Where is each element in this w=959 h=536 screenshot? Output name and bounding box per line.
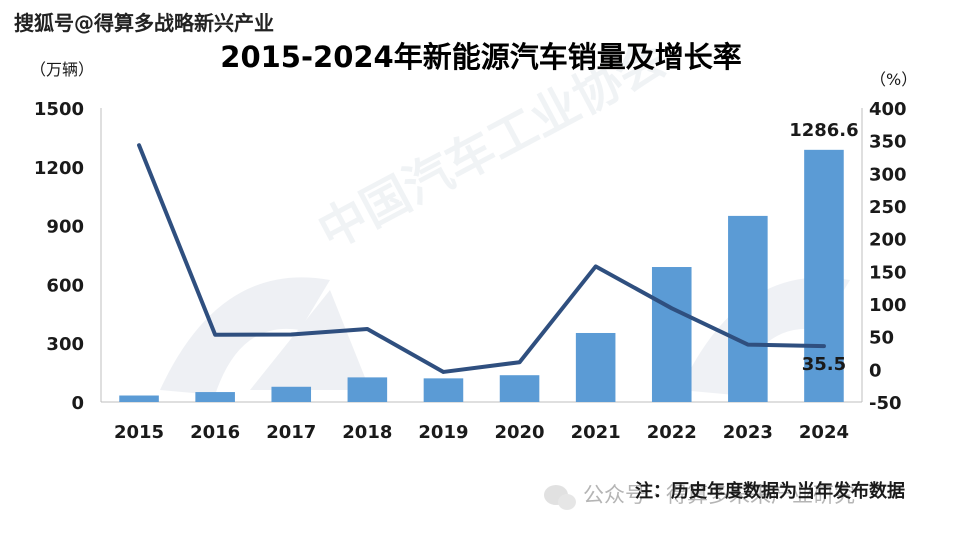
y-right-tick-0: 0 [869,360,882,381]
x-tick-2018: 2018 [342,422,392,443]
line-series [137,143,826,374]
y-left-tick-0: 0 [71,393,84,414]
bar-2016 [195,392,235,402]
y-left-unit: （万辆） [30,60,94,79]
x-tick-2022: 2022 [647,422,697,443]
bar-2024 [804,149,844,402]
y-left-tick-300: 300 [46,334,84,355]
line-point-2021 [594,264,598,268]
y-right-tick--50: -50 [869,393,902,414]
x-tick-2024: 2024 [799,422,849,443]
data-labels: 1286.6 35.5 [789,120,858,375]
line-point-2018 [365,327,369,331]
y-right-tick-350: 350 [869,132,907,153]
bar-2023 [728,215,768,402]
y-right-tick-400: 400 [869,99,907,120]
y-left-tick-600: 600 [46,275,84,296]
bar-2018 [347,377,388,402]
x-tick-2019: 2019 [418,422,468,443]
y-left-tick-labels: 0 300 600 900 1200 1500 [34,99,84,414]
bar-2015 [119,395,159,402]
bar-2020 [499,375,540,402]
y-right-tick-150: 150 [869,262,907,283]
x-tick-2020: 2020 [494,422,544,443]
wechat-watermark: 公众号 · 得算多未来产业研究 [583,483,855,507]
x-tick-2015: 2015 [114,422,164,443]
x-tick-2021: 2021 [571,422,621,443]
y-right-tick-300: 300 [869,164,907,185]
line-point-2019 [441,370,445,374]
y-left-tick-1200: 1200 [34,158,84,179]
line-point-2015 [137,143,141,147]
line-point-2020 [518,360,522,364]
wechat-icon [544,485,576,510]
footer-note: 注：历史年度数据为当年发布数据 [635,480,905,502]
y-right-tick-200: 200 [869,230,907,251]
y-left-tick-1500: 1500 [34,99,84,120]
bar-2021 [575,332,616,402]
line-point-2017 [289,333,293,337]
top-source-label: 搜狐号@得算多战略新兴产业 [14,11,274,35]
y-right-tick-250: 250 [869,197,907,218]
x-tick-2016: 2016 [190,422,240,443]
y-right-tick-100: 100 [869,295,907,316]
bar-series [119,149,844,402]
bar-2019 [423,378,464,402]
bar-label-2024: 1286.6 [789,120,858,141]
growth-line [137,143,826,374]
chart-title: 2015-2024年新能源汽车销量及增长率 [220,40,741,74]
x-tick-2023: 2023 [723,422,773,443]
x-tick-labels: 2015 2016 2017 2018 2019 2020 2021 2022 2023 2024 [114,422,849,443]
line-label-2024: 35.5 [802,354,846,375]
y-right-unit: （%） [870,70,917,89]
x-tick-2017: 2017 [266,422,316,443]
y-right-tick-50: 50 [869,328,894,349]
y-right-tick-labels: -50 0 50 100 150 200 250 300 350 400 [869,99,907,414]
line-point-2022 [670,306,674,310]
bar-2017 [271,386,312,402]
bar-2022 [651,267,692,402]
line-point-2016 [213,333,217,337]
line-point-2023 [746,343,750,347]
line-point-2024 [822,344,826,348]
y-left-tick-900: 900 [46,217,84,238]
